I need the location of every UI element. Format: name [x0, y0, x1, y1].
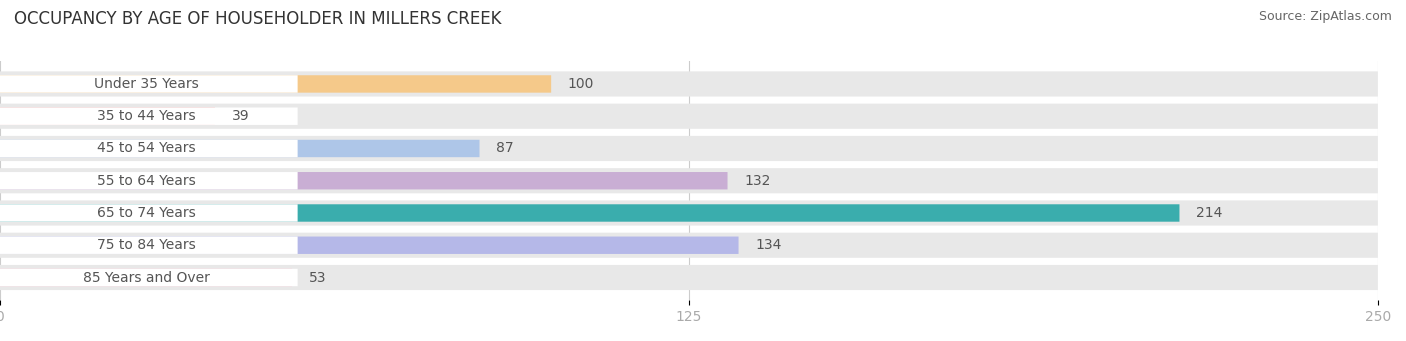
FancyBboxPatch shape: [0, 204, 298, 222]
FancyBboxPatch shape: [0, 172, 727, 190]
Text: 85 Years and Over: 85 Years and Over: [83, 270, 209, 284]
FancyBboxPatch shape: [0, 107, 298, 125]
FancyBboxPatch shape: [0, 140, 479, 157]
Text: 134: 134: [755, 238, 782, 252]
Text: 35 to 44 Years: 35 to 44 Years: [97, 109, 195, 123]
FancyBboxPatch shape: [0, 140, 298, 157]
FancyBboxPatch shape: [0, 172, 298, 190]
Text: 45 to 54 Years: 45 to 54 Years: [97, 142, 195, 155]
FancyBboxPatch shape: [0, 237, 738, 254]
Text: 75 to 84 Years: 75 to 84 Years: [97, 238, 195, 252]
FancyBboxPatch shape: [0, 104, 1378, 129]
Text: Source: ZipAtlas.com: Source: ZipAtlas.com: [1258, 10, 1392, 23]
FancyBboxPatch shape: [0, 204, 1180, 222]
Text: Under 35 Years: Under 35 Years: [94, 77, 198, 91]
FancyBboxPatch shape: [0, 136, 1378, 161]
Text: 214: 214: [1197, 206, 1222, 220]
Text: 87: 87: [496, 142, 513, 155]
Text: 132: 132: [744, 174, 770, 188]
FancyBboxPatch shape: [0, 265, 1378, 290]
FancyBboxPatch shape: [0, 168, 1378, 193]
FancyBboxPatch shape: [0, 71, 1378, 97]
FancyBboxPatch shape: [0, 233, 1378, 258]
Text: 39: 39: [232, 109, 249, 123]
FancyBboxPatch shape: [0, 269, 292, 286]
Text: 65 to 74 Years: 65 to 74 Years: [97, 206, 195, 220]
Text: OCCUPANCY BY AGE OF HOUSEHOLDER IN MILLERS CREEK: OCCUPANCY BY AGE OF HOUSEHOLDER IN MILLE…: [14, 10, 502, 28]
FancyBboxPatch shape: [0, 75, 551, 93]
FancyBboxPatch shape: [0, 201, 1378, 225]
FancyBboxPatch shape: [0, 269, 298, 286]
Text: 53: 53: [309, 270, 326, 284]
Text: 100: 100: [568, 77, 595, 91]
FancyBboxPatch shape: [0, 107, 215, 125]
Text: 55 to 64 Years: 55 to 64 Years: [97, 174, 195, 188]
FancyBboxPatch shape: [0, 237, 298, 254]
FancyBboxPatch shape: [0, 75, 298, 93]
